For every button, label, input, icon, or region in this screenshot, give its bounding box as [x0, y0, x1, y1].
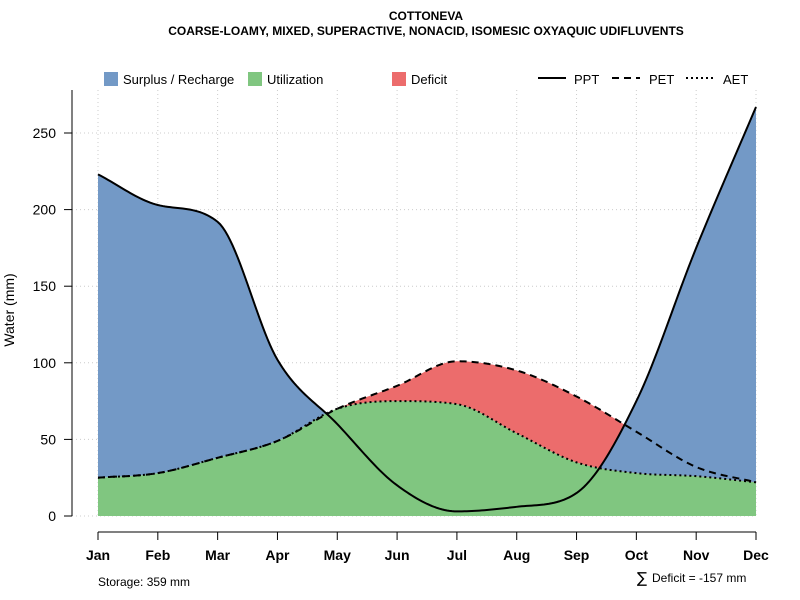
legend-swatch-deficit [392, 72, 406, 86]
deficit-label: Deficit = -157 mm [652, 571, 746, 585]
x-tick-label-nov: Nov [683, 547, 710, 563]
y-tick-label: 50 [40, 431, 56, 447]
y-tick-label: 200 [33, 202, 57, 218]
legend-label-utilization: Utilization [267, 72, 323, 87]
line-layer [97, 106, 757, 513]
axis-layer [71, 90, 756, 533]
area-surplus-recharge [98, 106, 756, 483]
legend-label-surplus: Surplus / Recharge [123, 72, 234, 87]
x-tick-label-mar: Mar [205, 547, 230, 563]
area-deficit [98, 361, 756, 483]
x-tick-label-oct: Oct [625, 547, 649, 563]
x-tick-label-aug: Aug [503, 547, 530, 563]
legend-swatch-surplus [104, 72, 118, 86]
x-tick-label-jan: Jan [86, 547, 110, 563]
legend: Surplus / Recharge Utilization Deficit P… [104, 72, 748, 87]
legend-label-ppt: PPT [574, 72, 599, 87]
y-tick-label: 0 [48, 508, 56, 524]
chart-subtitle: COARSE-LOAMY, MIXED, SUPERACTIVE, NONACI… [168, 24, 684, 38]
area-utilization [98, 401, 756, 516]
sum-symbol: ∑ [637, 569, 647, 587]
x-tick-label-jul: Jul [447, 547, 467, 563]
x-tick-label-jun: Jun [385, 547, 410, 563]
series-line-aet [97, 400, 757, 484]
legend-label-aet: AET [723, 72, 748, 87]
chart-title: COTTONEVA [389, 9, 464, 23]
x-tick-label-apr: Apr [265, 547, 290, 563]
x-tick-label-dec: Dec [743, 547, 769, 563]
y-tick-label: 250 [33, 125, 57, 141]
legend-label-deficit: Deficit [411, 72, 448, 87]
legend-swatch-utilization [248, 72, 262, 86]
legend-label-pet: PET [649, 72, 674, 87]
y-axis-title: Water (mm) [1, 273, 17, 346]
y-tick-label: 100 [33, 355, 57, 371]
area-layer [98, 106, 756, 516]
x-tick-label-sep: Sep [564, 547, 590, 563]
y-tick-label: 150 [33, 278, 57, 294]
x-tick-label-feb: Feb [145, 547, 170, 563]
series-line-ppt [97, 106, 757, 513]
tick-layer: 0 50 100 150 200 250 Jan Feb Mar Apr May Jun Jul Aug S… [33, 125, 769, 563]
x-tick-label-may: May [324, 547, 351, 563]
storage-label: Storage: 359 mm [98, 575, 190, 589]
